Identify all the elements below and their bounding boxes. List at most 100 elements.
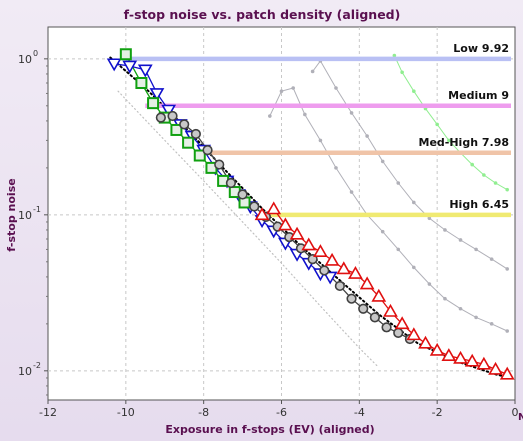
- data-point-circle: [358, 303, 369, 314]
- faint-series-point: [505, 329, 510, 333]
- data-point-triangle-up: [476, 356, 492, 370]
- faint-series-point: [427, 282, 432, 286]
- data-point-triangle-up: [418, 335, 433, 349]
- faint-series-point: [505, 267, 510, 271]
- faint-series-line: [312, 59, 508, 270]
- data-point-triangle-up: [324, 252, 340, 266]
- threshold-label: Low 9.92: [453, 42, 509, 55]
- data-point-triangle-up: [383, 303, 398, 317]
- faint-series-point: [447, 138, 451, 143]
- data-point-triangle-up: [464, 353, 480, 367]
- data-point-triangle-up: [254, 207, 270, 221]
- data-point-circle: [237, 189, 248, 200]
- data-point-triangle-up: [453, 350, 468, 364]
- data-point-square: [147, 97, 160, 110]
- data-point-triangle-up: [394, 316, 410, 330]
- faint-series-point: [380, 159, 385, 164]
- data-point-square: [182, 136, 195, 149]
- data-point-triangle-up: [289, 226, 305, 240]
- data-point-triangle-up: [301, 237, 317, 251]
- data-point-circle: [155, 112, 166, 123]
- data-point-triangle-down: [149, 88, 165, 102]
- faint-series-point: [458, 306, 463, 311]
- data-point-triangle-up: [371, 288, 387, 302]
- series-line: [261, 208, 508, 375]
- data-point-circle: [190, 128, 201, 140]
- faint-series-point: [349, 190, 354, 194]
- series-layer: [106, 48, 515, 380]
- x-tick-label: -8: [198, 406, 209, 419]
- x-tick-label: -6: [276, 406, 287, 419]
- data-point-triangle-up: [278, 217, 293, 231]
- data-point-circle: [346, 293, 357, 304]
- x-tick-label: 0: [512, 406, 519, 419]
- series-line: [160, 115, 411, 340]
- y-tick-exponent: -1: [33, 205, 41, 214]
- data-point-triangle-down: [322, 271, 338, 285]
- faint-series-point: [427, 216, 432, 221]
- faint-series-point: [291, 86, 295, 90]
- data-point-triangle-up: [429, 342, 445, 356]
- faint-series-point: [400, 70, 404, 75]
- faint-series-point: [380, 229, 385, 234]
- data-point-triangle-down: [122, 60, 138, 74]
- faint-series-point: [349, 111, 354, 115]
- data-point-triangle-up: [359, 276, 375, 290]
- faint-series-point: [505, 187, 510, 192]
- faint-series-point: [318, 138, 323, 143]
- data-point-circle: [167, 110, 178, 122]
- faint-series-point: [470, 162, 474, 167]
- faint-series-point: [310, 69, 315, 74]
- y-axis-label: f-stop noise: [5, 178, 18, 251]
- faint-series-point: [443, 228, 447, 232]
- y-tick-label: 10: [18, 53, 32, 66]
- faint-series-point: [412, 89, 416, 94]
- data-point-triangle-up: [336, 261, 352, 275]
- faint-series-point: [365, 134, 369, 138]
- data-point-triangle-up: [488, 361, 503, 375]
- faint-series-point: [396, 247, 401, 252]
- y-tick-exponent: -2: [33, 361, 41, 370]
- x-axis-label: Exposure in f-stops (EV) (aligned): [165, 423, 374, 436]
- faint-series-point: [474, 247, 478, 252]
- x-tick-label: -4: [354, 406, 365, 419]
- data-point-circle: [225, 177, 237, 189]
- data-point-square: [135, 77, 148, 90]
- faint-series-point: [489, 322, 494, 326]
- faint-series-point: [493, 181, 498, 185]
- data-point-triangle-down: [137, 64, 153, 78]
- data-point-triangle-down: [106, 58, 122, 72]
- data-point-circle: [249, 201, 260, 212]
- data-point-circle: [381, 322, 392, 333]
- x-tick-label: -12: [39, 406, 57, 419]
- faint-series-point: [396, 181, 401, 185]
- faint-series-point: [482, 173, 486, 177]
- threshold-label: Med-High 7.98: [419, 136, 510, 149]
- faint-series-point: [458, 238, 463, 242]
- faint-series-point: [334, 166, 338, 170]
- corner-label: N: [518, 412, 523, 423]
- data-point-triangle-up: [348, 265, 363, 279]
- data-point-square: [170, 123, 183, 136]
- data-point-circle: [334, 280, 345, 292]
- faint-series-point: [412, 200, 416, 205]
- data-point-circle: [319, 265, 330, 276]
- faint-series-point: [334, 86, 338, 90]
- y-tick-label: 10: [18, 209, 32, 222]
- data-point-circle: [179, 119, 190, 130]
- faint-series-point: [279, 89, 284, 94]
- threshold-label: High 6.45: [449, 198, 509, 211]
- data-point-triangle-up: [406, 327, 422, 341]
- faint-series-point: [474, 315, 478, 320]
- data-point-triangle-up: [441, 348, 457, 361]
- faint-series-point: [303, 112, 307, 117]
- data-point-circle: [214, 159, 225, 170]
- faint-series-point: [392, 53, 397, 58]
- data-point-square: [119, 48, 132, 61]
- data-point-triangle-up: [266, 201, 282, 215]
- data-point-circle: [369, 312, 381, 323]
- faint-series-point: [443, 296, 447, 301]
- faint-series-point: [435, 122, 439, 127]
